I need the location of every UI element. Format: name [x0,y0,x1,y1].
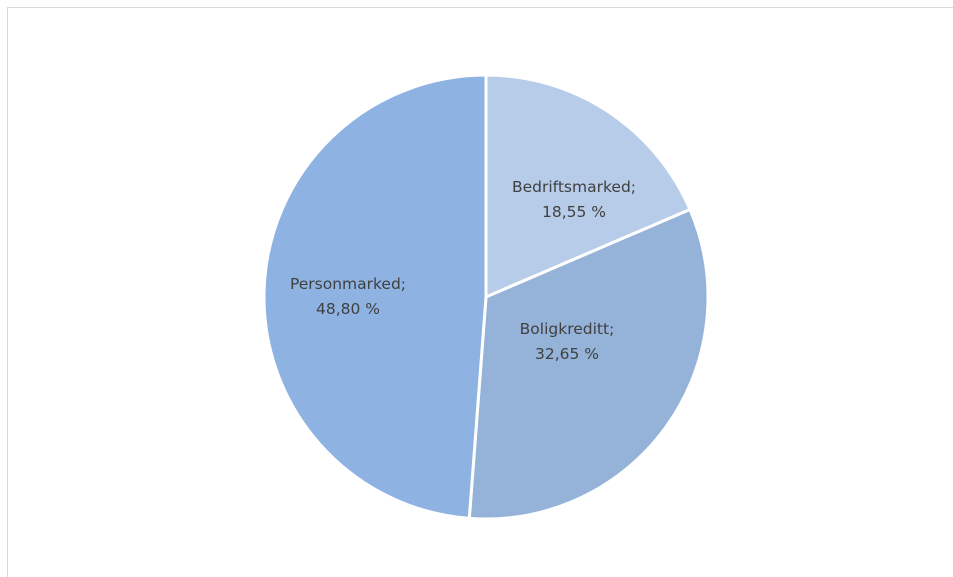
pie-slices [262,73,710,521]
data-label-value: 48,80 % [316,300,380,318]
pie-labels: Bedriftsmarked; 18,55 % Boligkreditt; 32,65… [290,178,636,363]
data-label-category: Boligkreditt; [520,320,615,338]
pie-slice-boligkreditt [467,207,710,521]
data-label-category: Personmarked; [290,275,406,293]
data-label-value: 32,65 % [535,345,599,363]
data-label-value: 18,55 % [542,203,606,221]
pie-slice-personmarked [262,73,488,520]
data-label-bedriftsmarked: Bedriftsmarked; 18,55 % [512,178,636,221]
data-label-personmarked: Personmarked; 48,80 % [290,275,406,318]
data-label-boligkreditt: Boligkreditt; 32,65 % [520,320,615,363]
pie-slice-bedriftsmarked [484,73,692,300]
data-label-category: Bedriftsmarked; [512,178,636,196]
